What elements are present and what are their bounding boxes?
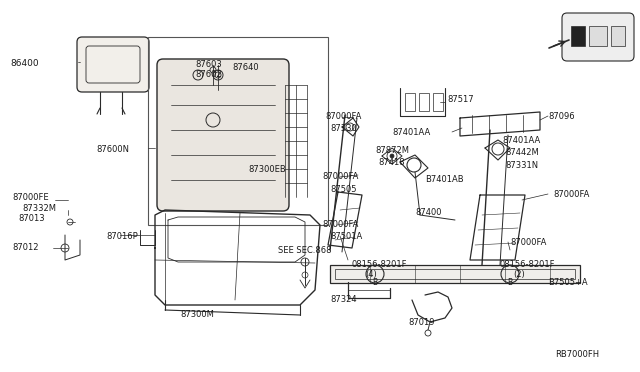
Text: 87501A: 87501A bbox=[330, 232, 362, 241]
Text: 87600N: 87600N bbox=[96, 145, 129, 154]
Text: 87602: 87602 bbox=[195, 70, 221, 79]
Text: B7401AB: B7401AB bbox=[425, 175, 463, 184]
Text: (2): (2) bbox=[513, 270, 525, 279]
Text: 87401AA: 87401AA bbox=[502, 136, 540, 145]
Bar bbox=[405, 93, 415, 111]
Text: 87330: 87330 bbox=[330, 124, 356, 133]
Bar bbox=[419, 93, 429, 111]
Text: 87000FA: 87000FA bbox=[553, 190, 589, 199]
Text: 87418: 87418 bbox=[378, 158, 404, 167]
FancyBboxPatch shape bbox=[77, 37, 149, 92]
Bar bbox=[571, 26, 585, 46]
Text: SEE SEC.868: SEE SEC.868 bbox=[278, 246, 332, 255]
Bar bbox=[433, 93, 443, 111]
Text: B: B bbox=[372, 278, 377, 287]
Text: 87012: 87012 bbox=[12, 243, 38, 252]
Text: B7505+A: B7505+A bbox=[548, 278, 588, 287]
Text: 08156-8201F: 08156-8201F bbox=[500, 260, 556, 269]
Text: 87603: 87603 bbox=[195, 60, 221, 69]
Bar bbox=[330, 265, 580, 283]
Text: 87000FA: 87000FA bbox=[325, 112, 362, 121]
Text: 87000FA: 87000FA bbox=[510, 238, 547, 247]
FancyBboxPatch shape bbox=[157, 59, 289, 211]
Text: 87096: 87096 bbox=[548, 112, 575, 121]
Text: 87000FA: 87000FA bbox=[322, 172, 358, 181]
Text: 87872M: 87872M bbox=[375, 146, 409, 155]
Text: RB7000FH: RB7000FH bbox=[555, 350, 599, 359]
Text: 87401AA: 87401AA bbox=[392, 128, 430, 137]
Bar bbox=[335, 269, 575, 279]
FancyBboxPatch shape bbox=[562, 13, 634, 61]
Bar bbox=[589, 26, 607, 46]
Text: 87640: 87640 bbox=[232, 63, 259, 72]
Text: 87000FA: 87000FA bbox=[322, 220, 358, 229]
Text: 87332M: 87332M bbox=[22, 204, 56, 213]
Text: B: B bbox=[507, 278, 512, 287]
Text: 86400: 86400 bbox=[10, 59, 38, 68]
Text: 87331N: 87331N bbox=[505, 161, 538, 170]
Text: 87400: 87400 bbox=[415, 208, 442, 217]
Text: 87300EB: 87300EB bbox=[248, 165, 285, 174]
Text: 87324: 87324 bbox=[330, 295, 356, 304]
Text: 87019: 87019 bbox=[408, 318, 435, 327]
Text: 87300M: 87300M bbox=[180, 310, 214, 319]
Text: 87000FE: 87000FE bbox=[12, 193, 49, 202]
Text: 87016P: 87016P bbox=[106, 232, 138, 241]
Text: 87505: 87505 bbox=[330, 185, 356, 194]
Text: 08156-8201F: 08156-8201F bbox=[352, 260, 408, 269]
Text: 87013: 87013 bbox=[18, 214, 45, 223]
Text: 87442M: 87442M bbox=[505, 148, 539, 157]
Circle shape bbox=[390, 154, 394, 158]
Text: 87517: 87517 bbox=[447, 95, 474, 104]
Text: (4): (4) bbox=[365, 270, 377, 279]
Bar bbox=[611, 26, 625, 46]
Bar bbox=[148, 37, 328, 225]
